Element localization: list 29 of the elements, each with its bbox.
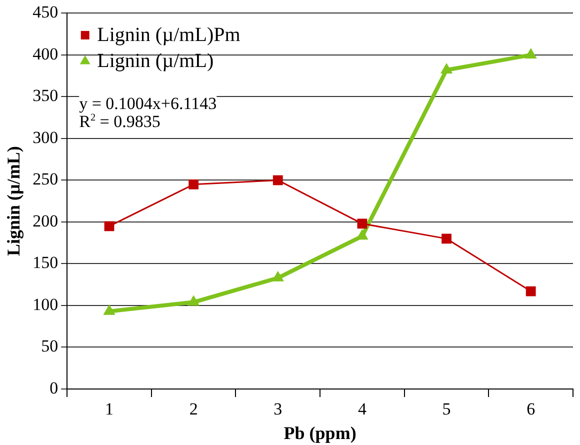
y-tick-label: 100: [32, 294, 58, 314]
x-axis-title: Pb (ppm): [284, 422, 356, 443]
y-axis-title: Lignin (µ/mL): [3, 146, 24, 256]
legend-label: Lignin (µ/mL)Pm: [97, 24, 241, 46]
y-tick-label: 250: [32, 170, 58, 189]
y-tick-label: 0: [50, 378, 58, 398]
y-tick-label: 200: [32, 211, 58, 230]
point: [188, 179, 199, 190]
y-tick-label: 450: [32, 2, 58, 22]
point: [357, 218, 368, 229]
y-tick-label: 400: [32, 44, 58, 64]
point: [272, 175, 283, 186]
x-tick-label: 1: [105, 400, 114, 419]
point: [440, 62, 453, 74]
x-tick-label: 5: [442, 400, 451, 419]
legend-label: Lignin (µ/mL): [97, 50, 214, 72]
point: [442, 234, 452, 244]
y-tick-label: 50: [41, 336, 58, 356]
point: [104, 221, 114, 232]
x-tick-label: 2: [189, 400, 198, 419]
x-tick-label: 4: [358, 400, 367, 419]
annotation: y = 0.1004x+6.1143: [79, 94, 217, 114]
x-tick-label: 3: [274, 400, 282, 419]
y-tick-label: 350: [32, 86, 58, 106]
y-tick-label: 300: [32, 128, 58, 147]
y-tick-label: 150: [32, 253, 58, 272]
point: [526, 286, 536, 296]
point: [524, 48, 537, 58]
x-tick-label: 6: [526, 400, 536, 419]
